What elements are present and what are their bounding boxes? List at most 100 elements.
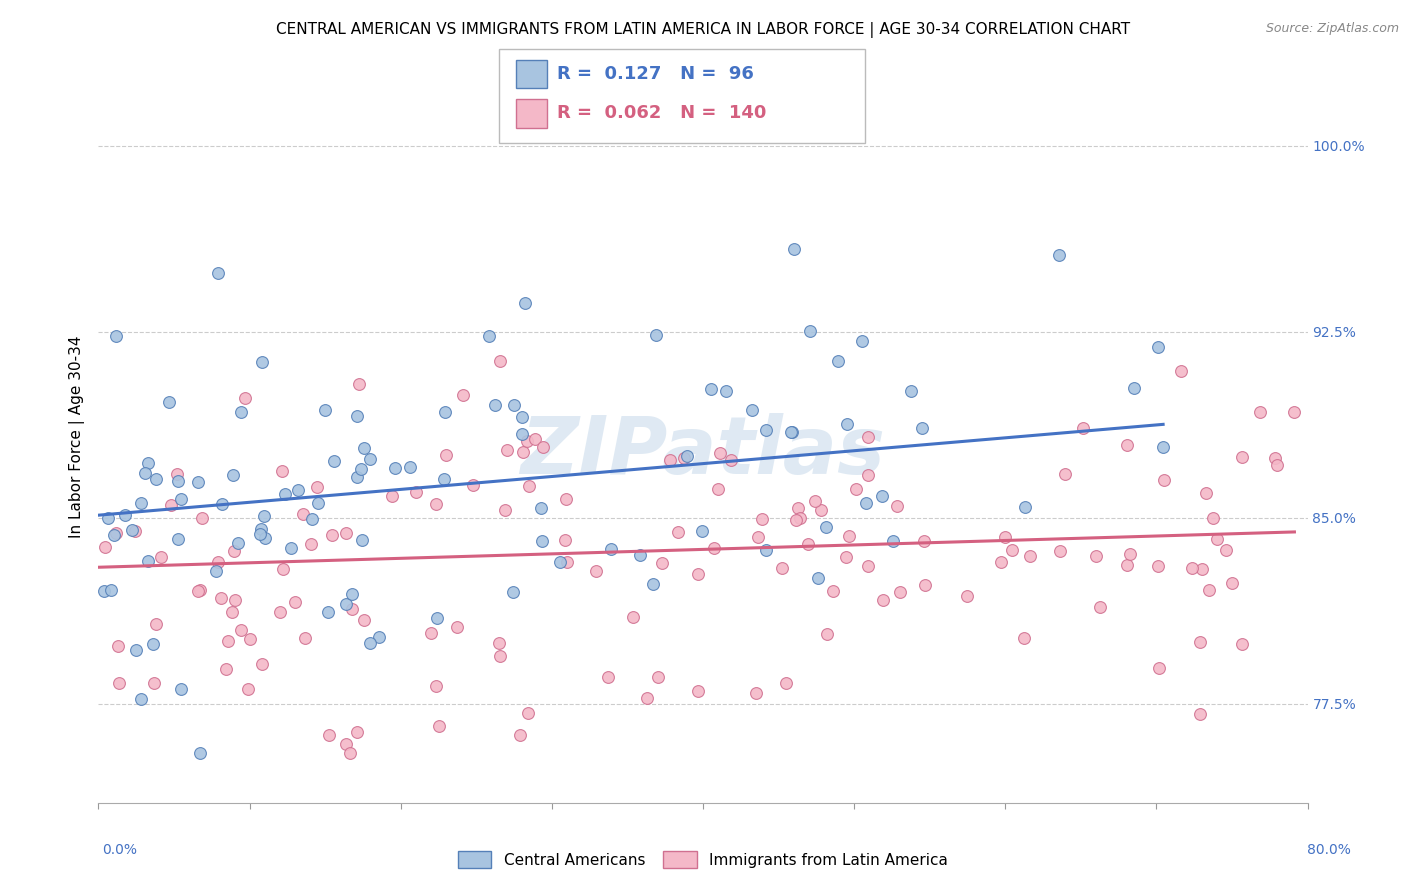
Point bbox=[346, 469, 368, 483]
Point bbox=[643, 577, 665, 591]
Point bbox=[548, 556, 571, 570]
Point bbox=[838, 529, 860, 543]
Point bbox=[136, 456, 159, 470]
Point bbox=[789, 511, 811, 525]
Point bbox=[510, 410, 533, 425]
Point bbox=[509, 728, 531, 742]
Text: R =  0.062   N =  140: R = 0.062 N = 140 bbox=[557, 104, 766, 122]
Point bbox=[911, 420, 934, 434]
Point bbox=[209, 591, 232, 605]
Point bbox=[399, 460, 422, 475]
Point bbox=[429, 719, 451, 733]
Point bbox=[287, 483, 309, 497]
Point bbox=[690, 524, 713, 538]
Point bbox=[956, 589, 979, 603]
Point bbox=[554, 533, 576, 547]
Point bbox=[270, 464, 292, 478]
Point bbox=[249, 526, 271, 541]
Point bbox=[463, 477, 485, 491]
Point bbox=[703, 541, 725, 555]
Point bbox=[530, 534, 553, 549]
Point bbox=[686, 566, 709, 581]
Point bbox=[342, 586, 364, 600]
Point bbox=[651, 556, 673, 570]
Point bbox=[335, 737, 357, 751]
Point bbox=[1195, 486, 1218, 500]
Point bbox=[554, 491, 576, 506]
Point bbox=[346, 409, 368, 423]
Point bbox=[253, 531, 276, 545]
Point bbox=[284, 595, 307, 609]
Point bbox=[1088, 600, 1111, 615]
Point bbox=[314, 402, 336, 417]
Point bbox=[129, 691, 152, 706]
Text: R =  0.127   N =  96: R = 0.127 N = 96 bbox=[557, 65, 754, 83]
Point bbox=[451, 388, 474, 402]
Point bbox=[673, 450, 696, 465]
Point bbox=[636, 690, 658, 705]
Point bbox=[335, 526, 357, 541]
Point bbox=[1215, 542, 1237, 557]
Point bbox=[157, 394, 180, 409]
Point bbox=[125, 643, 148, 657]
Point bbox=[253, 509, 276, 524]
Point bbox=[405, 485, 427, 500]
Point bbox=[1047, 247, 1070, 261]
Point bbox=[307, 496, 329, 510]
Point bbox=[321, 527, 343, 541]
Text: ZIPatlas: ZIPatlas bbox=[520, 413, 886, 491]
Point bbox=[515, 296, 537, 310]
Point bbox=[100, 582, 122, 597]
Point bbox=[150, 550, 173, 565]
Point bbox=[318, 605, 340, 619]
Point bbox=[207, 555, 229, 569]
Point bbox=[1147, 340, 1170, 354]
Point bbox=[489, 649, 512, 664]
Point bbox=[785, 513, 807, 527]
Point bbox=[599, 541, 621, 556]
Point bbox=[239, 632, 262, 647]
Point bbox=[250, 657, 273, 671]
Point bbox=[167, 474, 190, 488]
Point bbox=[488, 636, 510, 650]
Point bbox=[512, 445, 534, 459]
Point bbox=[145, 616, 167, 631]
Point bbox=[426, 611, 449, 625]
Point bbox=[269, 605, 291, 619]
Point bbox=[273, 486, 295, 500]
Point bbox=[420, 626, 443, 640]
Point bbox=[323, 454, 346, 468]
Point bbox=[1153, 473, 1175, 487]
Point bbox=[524, 433, 547, 447]
Point bbox=[914, 577, 936, 591]
Point bbox=[1084, 549, 1107, 563]
Point bbox=[94, 541, 117, 555]
Point bbox=[359, 452, 381, 467]
Point bbox=[770, 560, 793, 574]
Point bbox=[707, 482, 730, 496]
Point bbox=[1071, 421, 1094, 435]
Point bbox=[780, 425, 803, 440]
Point bbox=[1230, 450, 1253, 464]
Point bbox=[745, 685, 768, 699]
Point bbox=[786, 500, 808, 515]
Point bbox=[222, 468, 245, 483]
Point bbox=[502, 398, 524, 412]
Point bbox=[628, 548, 651, 562]
Point bbox=[221, 605, 243, 619]
Point bbox=[211, 497, 233, 511]
Point bbox=[900, 384, 922, 398]
Point bbox=[478, 328, 501, 343]
Point bbox=[835, 417, 858, 431]
Point bbox=[872, 592, 894, 607]
Point bbox=[231, 405, 253, 419]
Point bbox=[294, 631, 316, 645]
Point bbox=[1249, 404, 1271, 418]
Point bbox=[191, 511, 214, 525]
Point bbox=[835, 550, 858, 565]
Point bbox=[516, 434, 538, 448]
Point bbox=[347, 377, 370, 392]
Point bbox=[143, 675, 166, 690]
Point bbox=[821, 583, 844, 598]
Y-axis label: In Labor Force | Age 30-34: In Labor Force | Age 30-34 bbox=[69, 335, 84, 539]
